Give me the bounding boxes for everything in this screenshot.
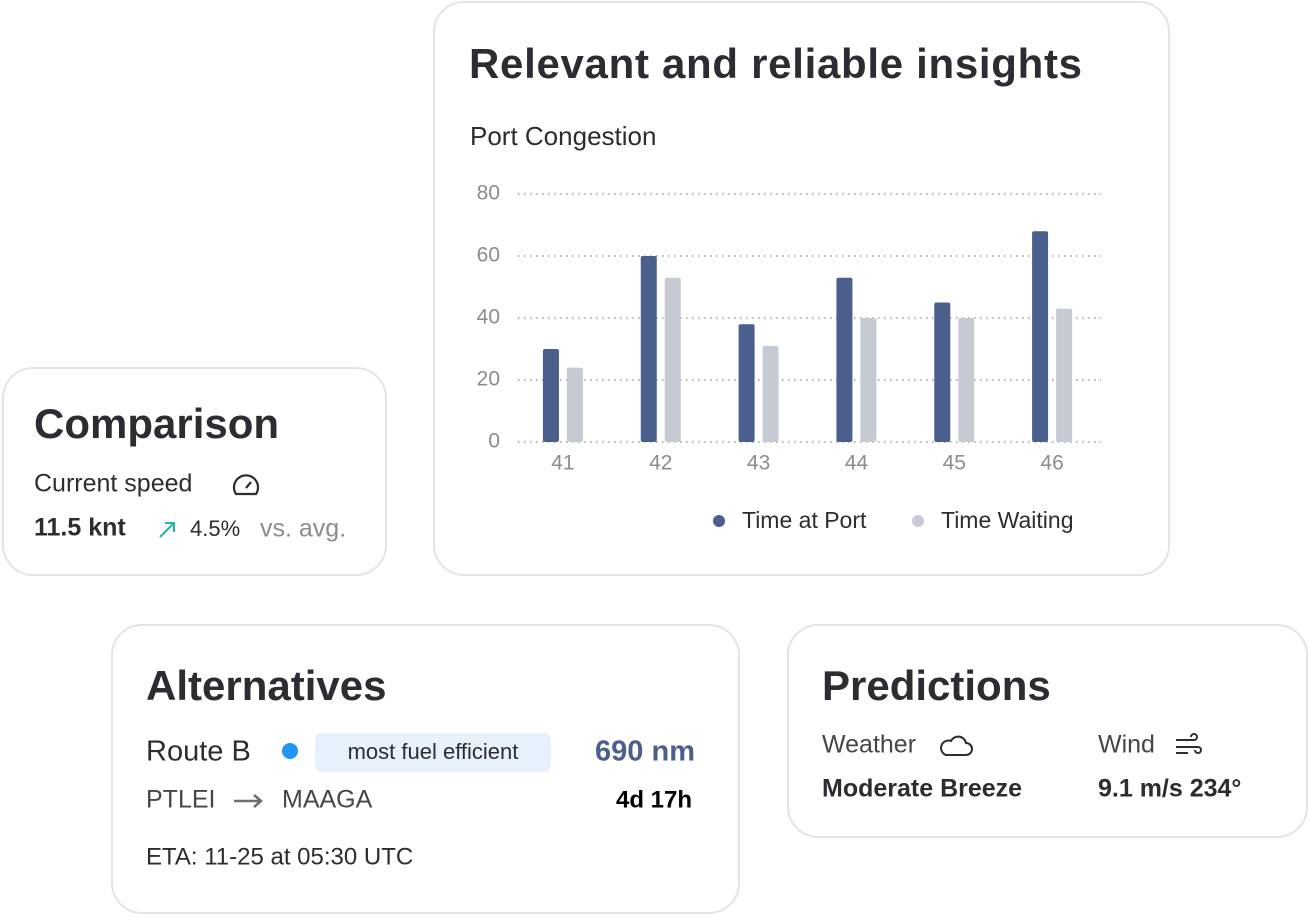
y-tick-label: 20 — [477, 368, 500, 391]
wind-icon — [1176, 733, 1202, 754]
gauge-icon — [232, 474, 260, 496]
x-tick-label: 43 — [747, 452, 770, 475]
weather-value: Moderate Breeze — [822, 775, 1022, 803]
bar — [1032, 231, 1049, 442]
wind-label: Wind — [1098, 731, 1155, 759]
speed-label: Current speed — [34, 470, 192, 498]
predictions-title: Predictions — [822, 662, 1051, 709]
route-name: Route B — [146, 736, 251, 768]
bar — [738, 324, 755, 442]
legend-swatch — [912, 515, 924, 527]
bar — [860, 318, 877, 442]
insights-title: Relevant and reliable insights — [469, 40, 1082, 87]
y-tick-label: 60 — [477, 244, 500, 267]
route-dot — [282, 743, 298, 759]
speed-value: 11.5 knt — [34, 514, 126, 542]
x-tick-label: 41 — [551, 452, 574, 475]
chart-title: Port Congestion — [470, 121, 656, 151]
bar — [1056, 308, 1073, 442]
legend-swatch — [713, 515, 725, 527]
x-tick-label: 42 — [649, 452, 672, 475]
eta: ETA: 11-25 at 05:30 UTC — [146, 843, 413, 870]
predictions-card — [787, 624, 1308, 838]
x-tick-label: 46 — [1040, 452, 1063, 475]
badge-text: most fuel efficient — [348, 739, 519, 764]
bar — [640, 256, 657, 442]
insights-card — [433, 1, 1170, 576]
comparison-card — [2, 367, 387, 576]
bar — [762, 345, 779, 442]
bar — [664, 277, 681, 442]
bar — [958, 318, 975, 442]
bar — [542, 349, 559, 442]
origin: PTLEI — [146, 786, 215, 814]
change-reference: vs. avg. — [260, 515, 346, 543]
x-tick-label: 44 — [845, 452, 869, 475]
legend-label: Time Waiting — [941, 507, 1074, 533]
badge — [315, 733, 551, 772]
y-tick-label: 0 — [488, 430, 500, 453]
alternatives-title: Alternatives — [146, 662, 386, 709]
trend-arrow — [159, 522, 175, 538]
bar — [836, 277, 853, 442]
bar — [566, 367, 583, 442]
legend-label: Time at Port — [742, 507, 867, 533]
route-distance: 690 nm — [595, 736, 695, 768]
bar — [934, 302, 951, 442]
duration: 4d 17h — [616, 786, 692, 813]
route-arrow — [234, 794, 263, 808]
x-tick-label: 45 — [943, 452, 966, 475]
weather-label: Weather — [822, 731, 916, 759]
wind-value: 9.1 m/s 234° — [1098, 775, 1241, 803]
change-value: 4.5% — [190, 516, 240, 541]
cloud-icon — [940, 735, 973, 756]
y-tick-label: 80 — [477, 182, 500, 205]
y-tick-label: 40 — [477, 306, 500, 329]
destination: MAAGA — [282, 786, 373, 814]
comparison-title: Comparison — [34, 400, 279, 447]
